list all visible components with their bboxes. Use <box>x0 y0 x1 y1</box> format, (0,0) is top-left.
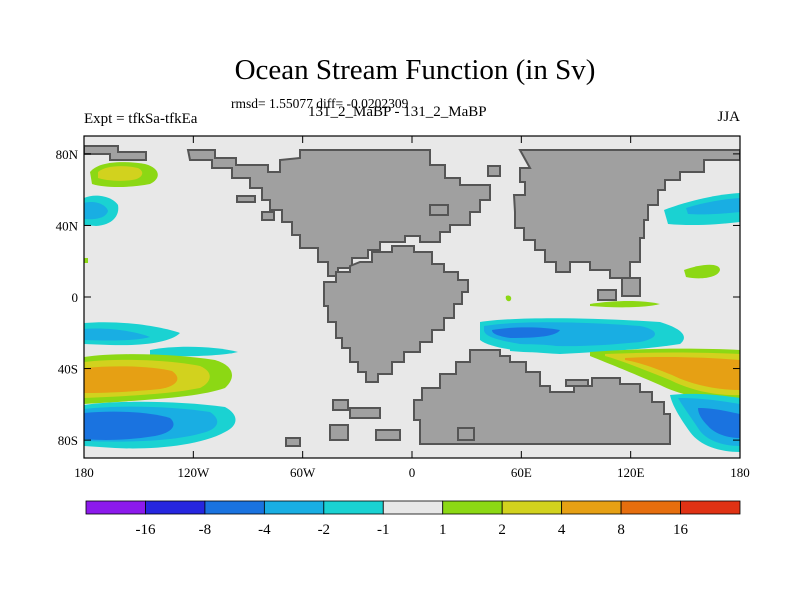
x-tick-label: 60E <box>511 465 532 480</box>
indian-ocean-cyan-streak <box>510 344 570 353</box>
land-asia <box>512 149 740 279</box>
colorbar-swatch <box>323 500 384 515</box>
y-tick-label: 80S <box>58 433 78 448</box>
colorbar-label: -1 <box>377 522 390 538</box>
land-island-greenland <box>429 204 449 216</box>
colorbar-label: 16 <box>673 522 689 538</box>
west-pacific-green <box>684 264 720 279</box>
colorbar-swatch <box>620 500 681 515</box>
colorbar-label: 1 <box>439 522 447 538</box>
colorbar-label: 4 <box>558 522 566 538</box>
atlantic-green-dot <box>505 295 512 302</box>
chart-title: Ocean Stream Function (in Sv) <box>234 54 596 86</box>
land-southern-continent <box>413 349 671 445</box>
land-north-america <box>186 149 491 277</box>
colorbar-swatch <box>145 500 206 515</box>
stream-function-field <box>84 162 740 452</box>
land-island-8 <box>285 437 301 447</box>
rmsd-label: rmsd= 1.55077 diff= -0.0202309 <box>231 96 409 111</box>
colorbar-label: 8 <box>617 522 625 538</box>
land-island-11 <box>565 379 589 387</box>
indian-ocean-blue <box>492 327 560 338</box>
x-tick-label: 180 <box>730 465 750 480</box>
land-island-10 <box>597 289 617 301</box>
colorbar-swatch <box>442 500 503 515</box>
south-indian-blue <box>698 408 740 438</box>
land-island-ne <box>84 145 147 161</box>
colorbar-swatch <box>501 500 563 515</box>
colorbar-label: -16 <box>135 522 155 538</box>
north-pacific-light-blue <box>84 201 108 220</box>
land-island-1 <box>236 195 256 203</box>
map-area <box>84 136 740 458</box>
pacific-green-dot <box>84 258 88 263</box>
colorbar-swatch <box>263 500 325 515</box>
colorbar-swatch <box>680 500 741 515</box>
pacific-green-streak <box>590 301 660 308</box>
southern-ocean-orange <box>84 366 178 393</box>
x-tick-label: 60W <box>290 465 316 480</box>
land-island-6 <box>349 407 381 419</box>
colorbar: -16 -8 -4 -2 -1 1 2 4 8 16 <box>85 500 741 538</box>
x-axis: 180 120W 60W 0 60E 120E 180 <box>74 136 750 480</box>
land-island-7 <box>375 429 401 441</box>
y-tick-label: 80N <box>56 147 79 162</box>
north-pacific-yellow <box>98 166 143 181</box>
land-africa-america <box>323 245 469 383</box>
x-tick-label: 120E <box>617 465 645 480</box>
colorbar-label: 2 <box>498 522 506 538</box>
experiment-label: Expt = tfkSa-tfkEa <box>84 111 198 127</box>
y-tick-label: 0 <box>72 290 79 305</box>
south-pacific-light-blue <box>84 328 150 341</box>
y-tick-label: 40N <box>56 218 79 233</box>
land-island-3 <box>487 165 501 177</box>
colorbar-label: -8 <box>199 522 212 538</box>
land-masses <box>84 145 740 447</box>
nw-pacific-light-blue <box>686 198 740 215</box>
center-subtitle: 131_2_MaBP - 131_2_MaBP <box>308 104 487 120</box>
y-axis: 80N 40N 0 40S 80S <box>56 147 740 448</box>
south-pacific-cyan-streak <box>150 346 238 357</box>
land-island-9 <box>621 277 641 297</box>
x-tick-label: 120W <box>177 465 210 480</box>
colorbar-swatch <box>204 500 265 515</box>
colorbar-label: -4 <box>258 522 271 538</box>
south-indian-orange <box>625 356 740 390</box>
x-tick-label: 180 <box>74 465 94 480</box>
land-island-4 <box>332 399 349 411</box>
colorbar-swatch <box>382 500 444 515</box>
colorbar-swatch <box>561 500 622 515</box>
land-island-5 <box>329 424 349 441</box>
land-island-12 <box>457 427 475 441</box>
season-label: JJA <box>717 109 740 125</box>
colorbar-label: -2 <box>318 522 331 538</box>
x-tick-label: 0 <box>409 465 416 480</box>
land-island-2 <box>261 211 275 221</box>
y-tick-label: 40S <box>58 362 78 377</box>
southern-ocean-blue <box>84 411 174 440</box>
colorbar-swatch <box>85 500 146 515</box>
